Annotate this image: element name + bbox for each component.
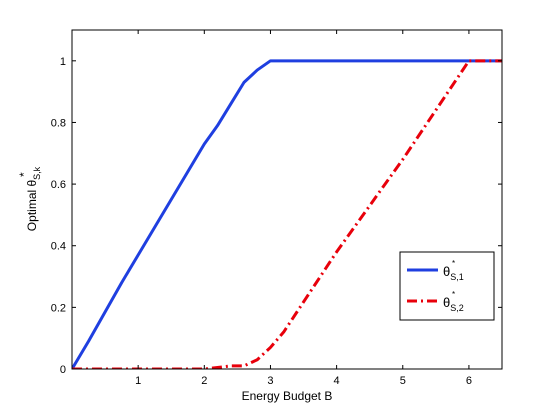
- legend-label-1-symbol: θ: [443, 264, 450, 279]
- x-axis-ticks: 1 2 3 4 5 6: [135, 30, 472, 387]
- x-tick-label: 3: [267, 375, 273, 387]
- y-tick-label: 0.4: [51, 241, 66, 253]
- legend-label-1-superscript: *: [452, 259, 455, 268]
- y-tick-label: 0.6: [51, 179, 66, 191]
- legend-label-2-subscript: S,2: [450, 303, 464, 313]
- x-tick-label: 5: [400, 375, 406, 387]
- y-axis-title-superscript: *: [17, 172, 31, 177]
- y-axis-title-subscript: S,k: [32, 166, 42, 180]
- legend-label-2: θS,2: [443, 295, 464, 313]
- y-axis-ticks: 0 0.2 0.4 0.6 0.8 1: [51, 56, 502, 376]
- series-line-1: [72, 59, 502, 369]
- legend-label-1: θS,1: [443, 264, 464, 282]
- legend-box: [399, 251, 495, 321]
- y-axis-title: Optimal θS,k *: [17, 166, 42, 231]
- legend-entry-2: θS,2 *: [407, 290, 464, 313]
- legend: θS,1 * θS,2 *: [399, 251, 495, 321]
- legend-label-2-symbol: θ: [443, 295, 450, 310]
- y-tick-label: 0: [60, 364, 66, 376]
- svg-text:Optimal θS,k: Optimal θS,k: [25, 166, 42, 231]
- legend-label-1-subscript: S,1: [450, 272, 464, 282]
- x-axis-title: Energy Budget B: [242, 389, 333, 403]
- y-axis-title-symbol: θ: [25, 180, 39, 187]
- y-tick-label: 0.8: [51, 117, 66, 129]
- plot-area: [72, 59, 502, 369]
- series-layer: [72, 59, 502, 369]
- axes-box: [71, 29, 503, 370]
- x-tick-label: 6: [466, 375, 472, 387]
- y-tick-label: 1: [60, 56, 66, 68]
- x-tick-label: 2: [201, 375, 207, 387]
- legend-entry-1: θS,1 *: [407, 259, 464, 282]
- y-tick-label: 0.2: [51, 302, 66, 314]
- x-tick-label: 1: [135, 375, 141, 387]
- series-line-2: [72, 59, 502, 369]
- y-axis-title-prefix: Optimal: [25, 187, 39, 232]
- x-tick-label: 4: [334, 375, 340, 387]
- legend-label-2-superscript: *: [452, 290, 455, 299]
